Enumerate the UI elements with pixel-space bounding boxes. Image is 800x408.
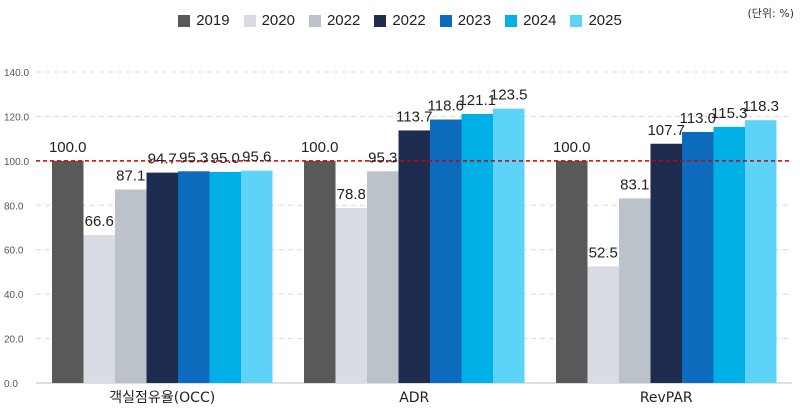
legend-label: 2022 (392, 12, 426, 29)
legend-swatch (178, 14, 191, 27)
data-label: 100.0 (49, 139, 87, 156)
data-label: 118.6 (428, 98, 464, 115)
legend-swatch (308, 14, 321, 27)
bar (493, 108, 525, 384)
y-tick-label: 80.0 (4, 201, 24, 212)
y-tick-label: 0.0 (4, 379, 18, 390)
y-tick-label: 140.0 (4, 68, 29, 79)
y-tick-label: 40.0 (4, 290, 24, 301)
legend-label: 2024 (523, 12, 557, 29)
bar (556, 160, 588, 383)
legend-label: 2025 (588, 12, 622, 29)
bar (619, 198, 651, 383)
bar (146, 172, 178, 383)
data-label: 83.1 (620, 176, 649, 193)
legend-swatch (374, 14, 387, 27)
bar (367, 171, 399, 383)
x-category-label: RevPAR (640, 390, 693, 406)
legend-swatch (243, 14, 256, 27)
bar (83, 235, 115, 383)
legend-swatch (570, 14, 583, 27)
legend-item: 2022 (308, 12, 361, 29)
legend-item: 2025 (570, 12, 622, 29)
data-label: 94.7 (148, 151, 177, 168)
data-label: 118.3 (743, 98, 779, 115)
data-label: 95.3 (368, 149, 397, 166)
legend-label: 2023 (457, 12, 492, 29)
data-label: 113.0 (680, 110, 716, 127)
legend-label: 2019 (196, 12, 230, 29)
y-tick-label: 20.0 (4, 335, 24, 346)
bar (52, 160, 84, 383)
data-label: 87.1 (116, 168, 145, 185)
data-label: 107.7 (647, 122, 685, 139)
legend-item: 2024 (505, 12, 556, 29)
legend-item: 2022 (374, 12, 426, 29)
bar (398, 130, 430, 383)
data-label: 115.3 (711, 105, 747, 122)
data-label: 113.7 (396, 108, 432, 125)
data-label: 95.0 (211, 150, 240, 167)
unit-note: (단위: %) (747, 7, 794, 20)
data-label: 123.5 (490, 87, 528, 104)
bar (178, 171, 210, 383)
x-category-label: ADR (399, 390, 429, 406)
legend-item: 2019 (178, 12, 230, 29)
data-label: 100.0 (301, 139, 339, 156)
data-label: 95.6 (242, 149, 271, 166)
legend-item: 2023 (439, 12, 492, 29)
y-tick-label: 60.0 (4, 246, 24, 257)
bar (209, 171, 241, 383)
x-category-label: 객실점유율(OCC) (109, 390, 215, 406)
bar (115, 189, 147, 383)
bar (241, 170, 273, 383)
chart-legend: 2019 2020 2022 2022 2023 2024 2025 (0, 12, 800, 29)
legend-swatch (439, 14, 452, 27)
legend-label: 2022 (326, 12, 361, 29)
bar (461, 113, 493, 384)
bar (682, 131, 714, 383)
bar (713, 126, 745, 383)
legend-label: 2020 (261, 12, 295, 29)
bar (587, 266, 619, 383)
bar (335, 207, 367, 383)
y-tick-label: 100.0 (4, 157, 29, 168)
data-label: 52.5 (589, 244, 618, 261)
data-label: 66.6 (85, 213, 114, 230)
legend-item: 2020 (243, 12, 295, 29)
y-tick-label: 120.0 (4, 112, 29, 123)
data-label: 78.8 (337, 186, 366, 203)
bar (430, 119, 462, 383)
data-label: 121.1 (458, 92, 496, 109)
data-label: 100.0 (553, 139, 591, 156)
data-label: 95.3 (179, 149, 208, 166)
bar (745, 120, 777, 383)
legend-swatch (505, 14, 518, 27)
bar (304, 160, 336, 383)
bar (650, 143, 682, 383)
